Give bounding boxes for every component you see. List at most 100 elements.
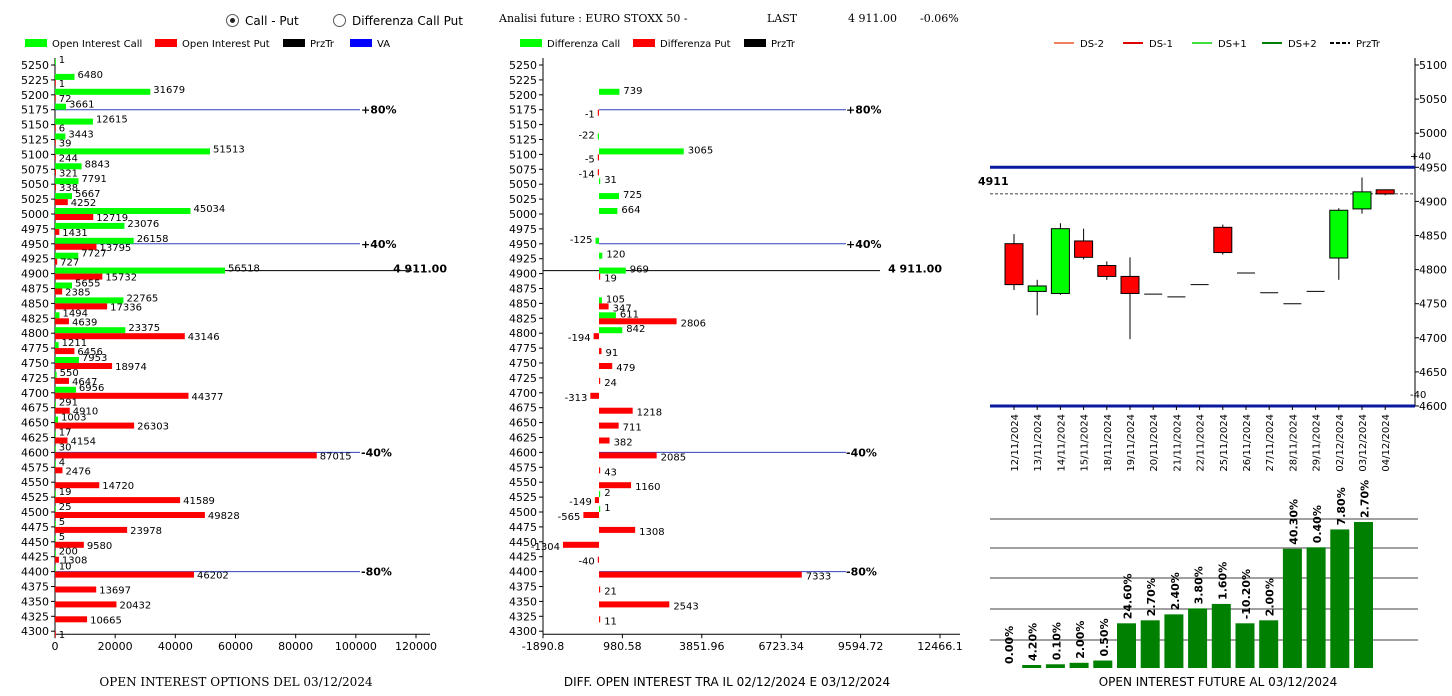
candle-date-label: 12/11/2024 [1010,414,1021,472]
oi-x-tick-label: 80000 [278,640,313,653]
oi-call-value: 1 [59,55,65,66]
oi-put-value: 9580 [87,541,112,552]
oi-put-value: 72 [59,94,72,105]
diff-call-bar [599,208,618,214]
oi-call-value: 5 [59,532,65,543]
candle-band-label: +40 [1410,151,1431,162]
diff-put-bar [599,348,602,355]
diff-put-value: -1 [585,110,595,121]
future-oi-label: 24.60% [1122,573,1135,619]
future-oi-title: OPEN INTEREST FUTURE AL 03/12/2024 [1099,675,1338,689]
oi-strike-label: 4950 [21,238,49,251]
oi-strike-label: 4325 [21,610,49,623]
diff-call-value: 1 [604,503,610,514]
diff-call-value: 739 [623,86,642,97]
oi-level-label: +80% [361,104,397,117]
oi-strike-label: 4475 [21,521,49,534]
diff-put-value: 19 [604,274,617,285]
oi-put-value: 23978 [130,526,162,537]
oi-put-bar [55,79,56,86]
oi-call-value: 31679 [153,85,185,96]
future-oi-bar [1069,662,1089,668]
oi-call-bar [55,103,67,110]
oi-put-value: 1431 [62,228,87,239]
oi-put-value: 17336 [110,302,142,313]
future-oi-bar [1330,529,1350,668]
diff-strike-label: 4350 [509,595,537,608]
candle-y-tick-label: 4650 [1419,366,1447,379]
oi-x-tick-label: 40000 [158,640,193,653]
diff-put-bar [599,482,632,489]
candle-y-tick-label: 4750 [1419,298,1447,311]
oi-call-bar [55,535,56,542]
diff-strike-label: 4650 [509,417,537,430]
candle-body [1074,240,1094,258]
diff-call-bar [595,237,599,244]
diff-strike-label: 4475 [509,521,537,534]
diff-put-bar [599,422,619,429]
future-oi-label: 0.40% [1311,505,1324,543]
radio-differenza[interactable]: Differenza Call Put [333,14,463,28]
diff-put-value: -194 [568,333,591,344]
radio-call-put[interactable]: Call - Put [226,14,299,28]
diff-put-bar [599,318,677,325]
oi-put-value: 1 [59,630,65,641]
candle-body [1050,228,1070,294]
oi-put-bar [55,363,113,369]
oi-call-value: 22765 [126,293,158,304]
diff-put-value: 347 [613,303,632,314]
diff-put-value: -14 [578,169,594,180]
future-oi-bar [1282,548,1302,668]
oi-call-value: 1211 [62,338,87,349]
candle-y-tick-label: 4600 [1419,400,1447,413]
oi-call-value: 6956 [79,383,104,394]
diff-put-value: 24 [604,378,617,389]
oi-strike-label: 5225 [21,74,49,87]
oi-call-value: 3661 [69,100,94,111]
oi-strike-label: 4650 [21,417,49,430]
diff-x-tick-label: 3851.96 [679,640,725,653]
oi-strike-label: 4900 [21,268,49,281]
legend-oi-0-swatch [25,39,47,47]
diff-level-label: -80% [846,566,877,579]
diff-call-bar [599,252,603,259]
diff-call-bar [599,506,601,512]
oi-call-bar [55,163,82,170]
candle-body [1097,265,1117,277]
diff-strike-label: 4825 [509,312,537,325]
oi-call-value: 8843 [85,159,110,170]
future-oi-label: 0.10% [1050,622,1063,660]
oi-call-bar [55,550,56,557]
oi-call-value: 56518 [228,264,260,275]
radio-selected-icon [226,14,239,27]
oi-put-bar [55,571,194,578]
oi-strike-label: 4825 [21,312,49,325]
oi-put-bar [55,228,60,235]
legend-diff-1-swatch [633,39,655,47]
diff-x-tick-label: 980.58 [603,640,642,653]
legend-candle-3-label: DS+2 [1288,39,1317,50]
legend-diff-1-label: Differenza Put [660,39,731,50]
diff-strike-label: 4975 [509,223,537,236]
diff-call-value: 725 [623,190,642,201]
diff-call-value: 664 [621,205,640,216]
oi-call-value: 6480 [77,70,102,81]
oi-call-value: 5667 [75,189,100,200]
oi-call-bar [55,342,59,349]
oi-put-value: 20432 [119,600,151,611]
diff-put-value: -313 [565,393,588,404]
candle-body [1004,243,1024,286]
oi-call-value: 7953 [82,353,107,364]
legend-diff-2-label: PrzTr [771,39,796,50]
diff-call-bar [599,491,601,498]
diff-strike-label: 4750 [509,357,537,370]
diff-call-value: 105 [606,294,625,305]
candle-y-tick-label: 4700 [1419,332,1447,345]
future-oi-label: 7.80% [1335,487,1348,525]
oi-call-bar [55,118,93,125]
diff-put-value: 1160 [635,482,660,493]
oi-strike-label: 4750 [21,357,49,370]
candle-body [1027,285,1047,292]
legend-oi-1-label: Open Interest Put [182,39,270,50]
diff-strike-label: 4875 [509,283,537,296]
